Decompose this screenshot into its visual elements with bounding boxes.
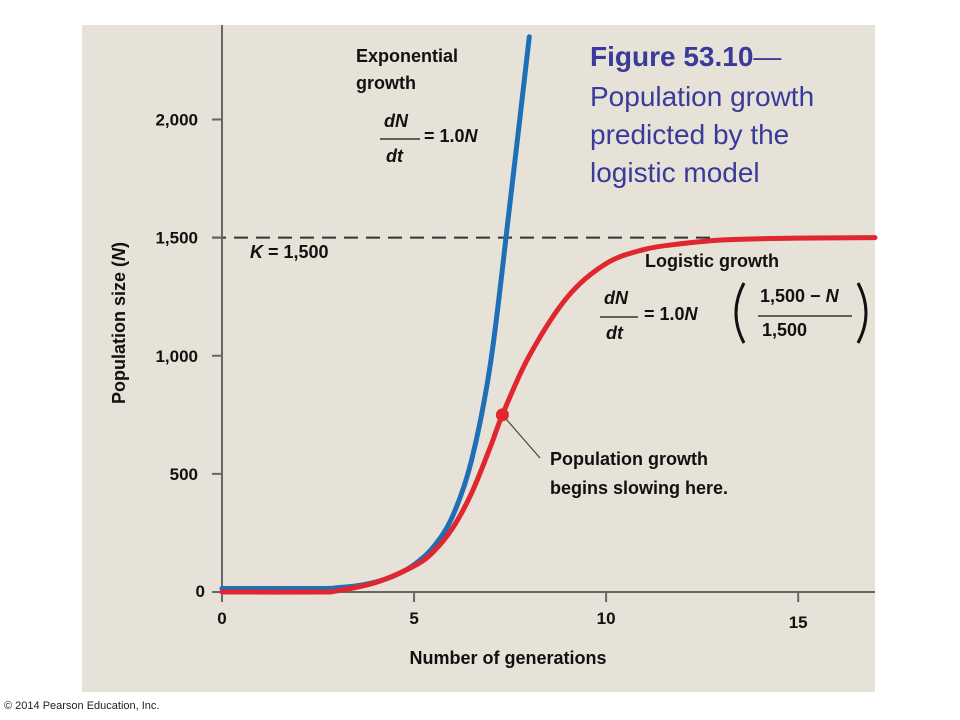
y-tick-label: 1,000: [155, 347, 198, 366]
right-paren: [856, 282, 868, 344]
y-tick-label: 0: [196, 582, 205, 601]
carrying-capacity-label: K = 1,500: [250, 242, 329, 262]
logistic-label: Logistic growth: [645, 251, 779, 271]
exponential-label-line1: Exponential: [356, 46, 458, 66]
exponential-label-line2: growth: [356, 73, 416, 93]
left-paren: [734, 282, 746, 344]
y-tick-label: 500: [170, 465, 198, 484]
x-tick-label: 0: [217, 609, 226, 628]
annotation-leader-line: [501, 414, 541, 459]
figure-title-line3: predicted by the: [590, 119, 789, 150]
slowing-annotation-line1: Population growth: [550, 449, 708, 469]
exponential-eq-denominator: dt: [386, 146, 404, 166]
logistic-eq-denominator: dt: [606, 323, 624, 343]
logistic-eq-rhs: = 1.0N: [644, 304, 699, 324]
y-tick-label: 2,000: [155, 111, 198, 130]
slowing-annotation-line2: begins slowing here.: [550, 478, 728, 498]
exponential-eq-numerator: dN: [384, 111, 409, 131]
figure-title-line1: Figure 53.10—: [590, 41, 781, 72]
logistic-frac-numerator: 1,500 − N: [760, 286, 840, 306]
y-ticks: 0 500 1,000 1,500 2,000: [155, 111, 222, 601]
x-tick-label: 10: [597, 609, 616, 628]
figure-title-line2: Population growth: [590, 81, 814, 112]
y-axis-title: Population size (N): [109, 242, 129, 404]
x-axis-title: Number of generations: [409, 648, 606, 668]
y-tick-label: 1,500: [155, 229, 198, 248]
inflection-point-marker: [495, 408, 509, 422]
logistic-eq-numerator: dN: [604, 288, 629, 308]
x-tick-label: 15: [789, 613, 808, 632]
logistic-frac-denominator: 1,500: [762, 320, 807, 340]
x-tick-label: 5: [409, 609, 418, 628]
figure-title-line4: logistic model: [590, 157, 760, 188]
copyright-notice: © 2014 Pearson Education, Inc.: [4, 700, 159, 712]
exponential-eq-rhs: = 1.0N: [424, 126, 479, 146]
chart-background: [82, 25, 875, 692]
